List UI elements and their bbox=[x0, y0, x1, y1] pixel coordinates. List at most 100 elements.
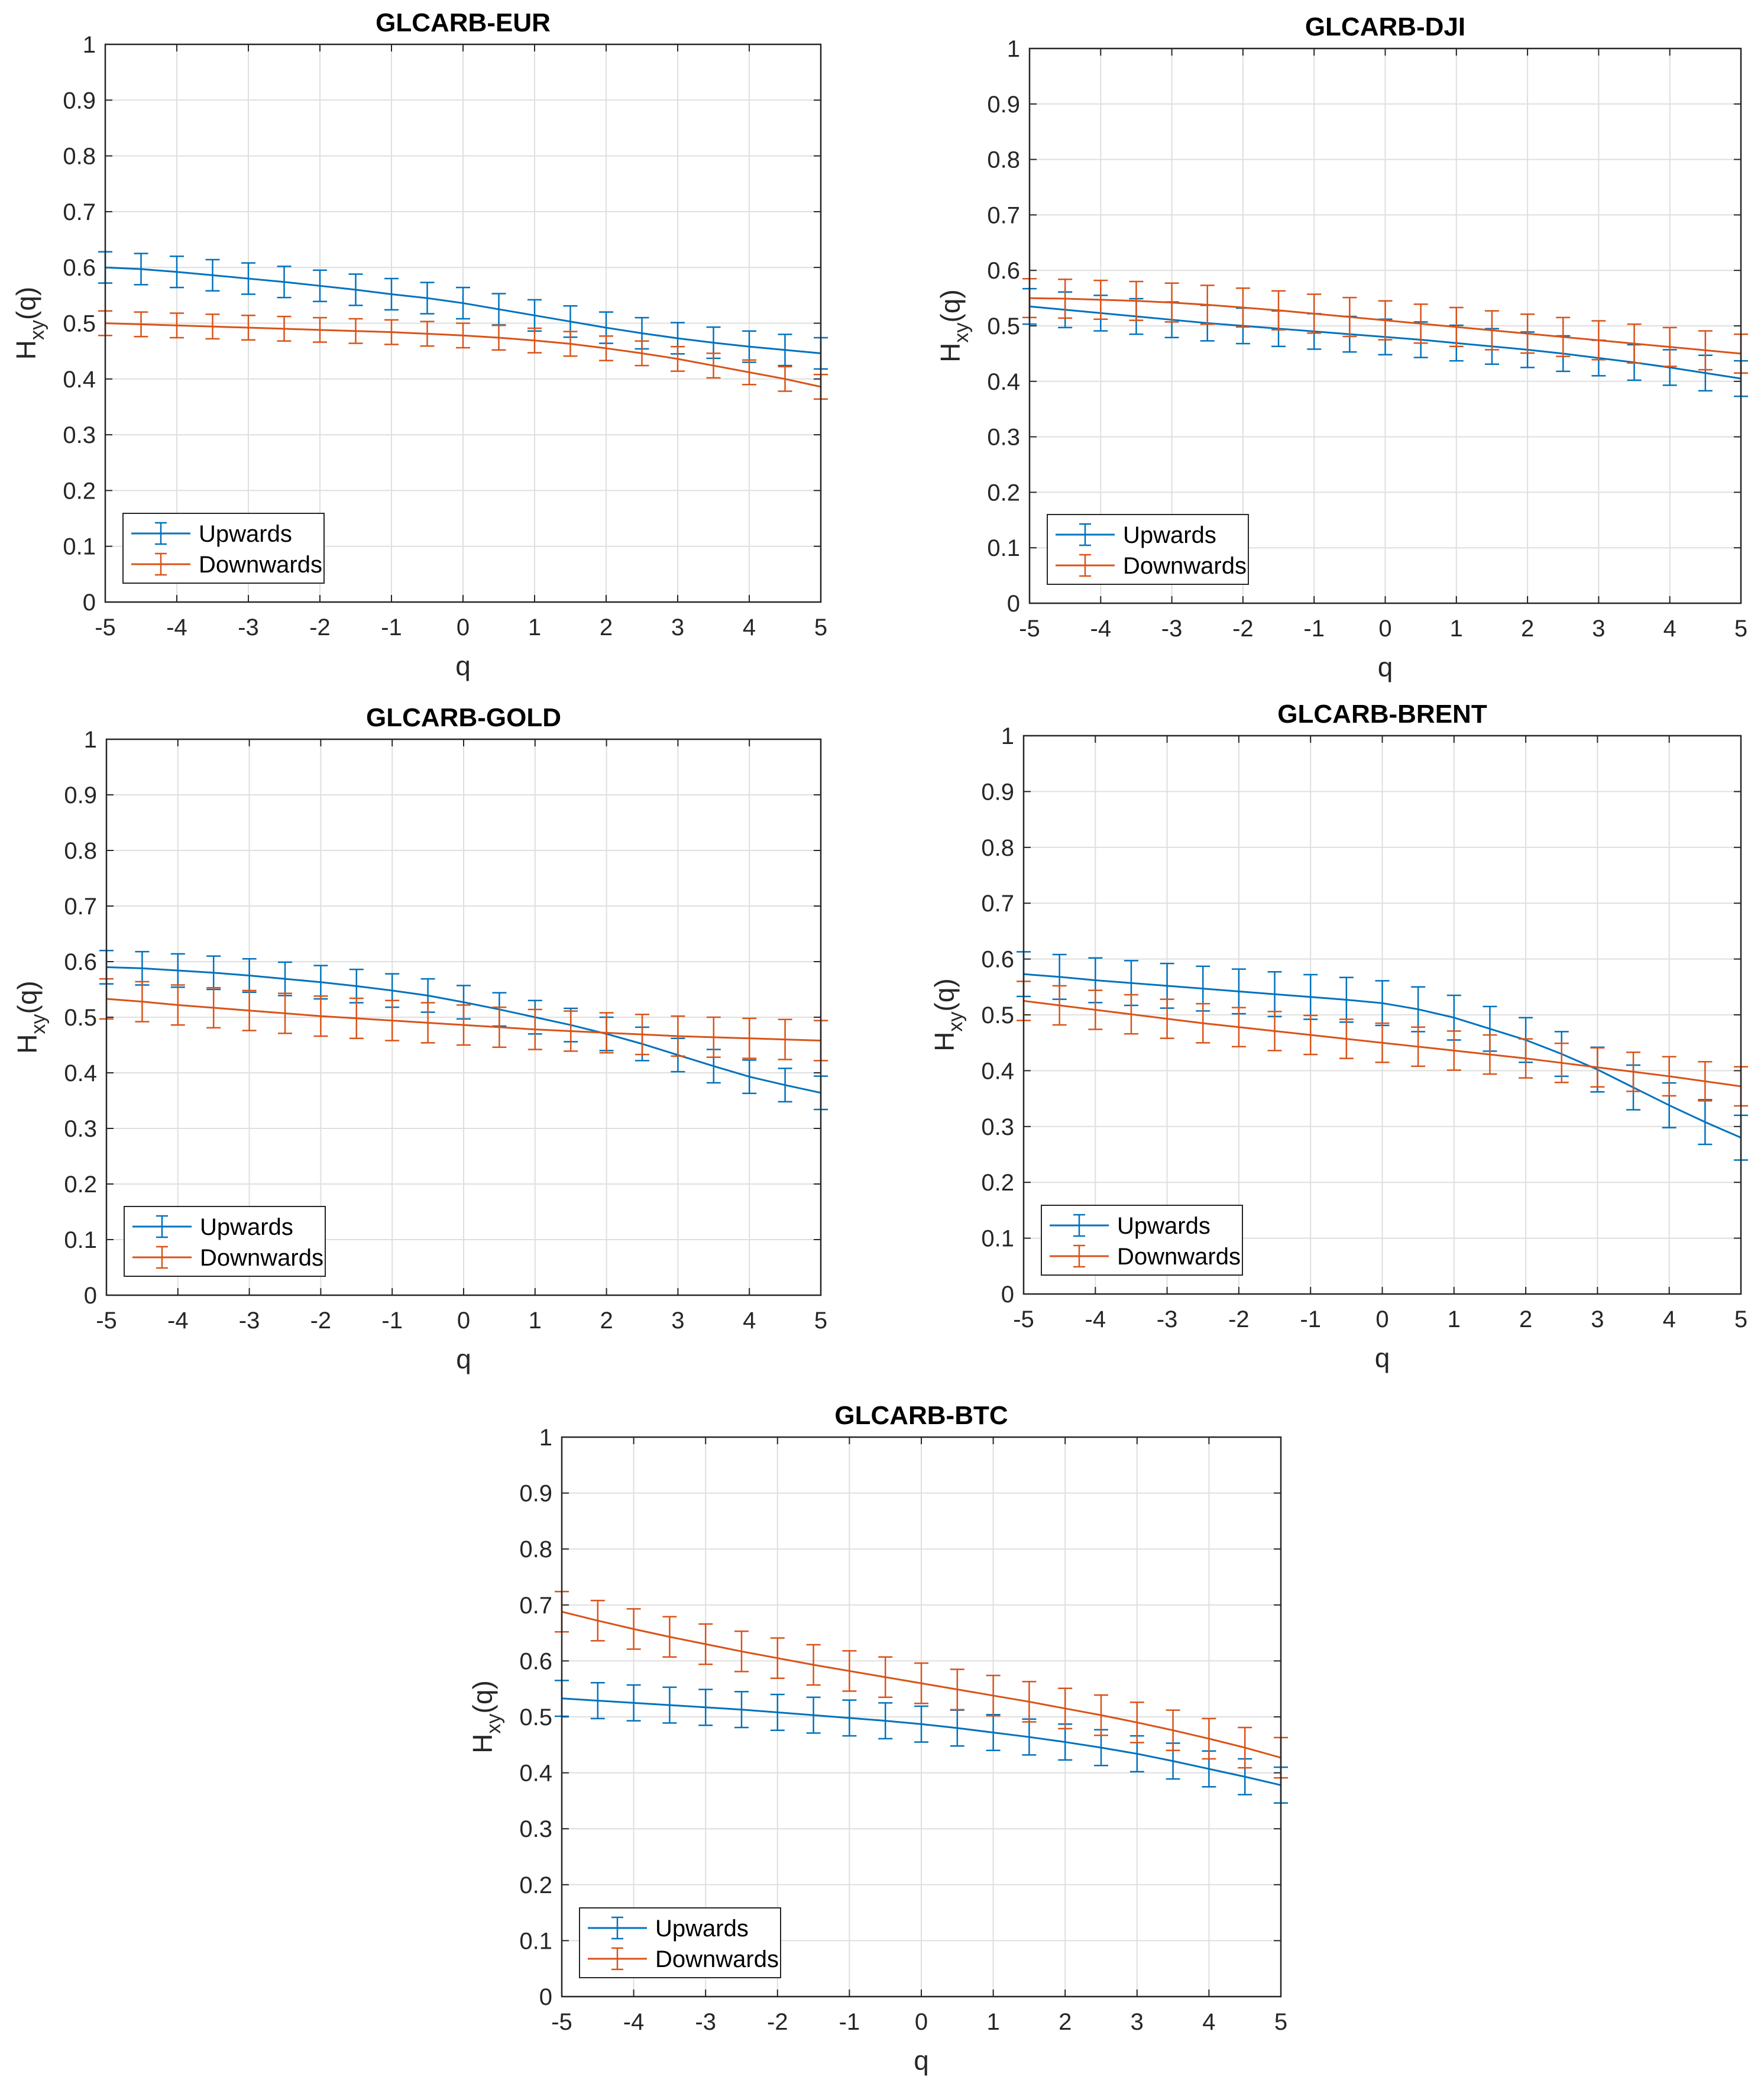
chart-panel-gold: -5 -4 -3 -2 -1 0 1 2 3 4 5 0 0.1 0.2 0.3 0.4 0.5 0.6 0.7 0.… bbox=[0, 692, 882, 1390]
x-tick-label: -3 bbox=[1157, 1306, 1178, 1332]
legend-item-upwards: Upwards bbox=[1050, 1213, 1210, 1239]
x-tick-label: 2 bbox=[1059, 2009, 1072, 2035]
y-tick-label: 0.5 bbox=[987, 313, 1020, 339]
x-tick-label: 0 bbox=[457, 614, 470, 640]
x-tick-label: -4 bbox=[623, 2009, 645, 2035]
x-tick-label: -2 bbox=[309, 614, 331, 640]
series-downwards bbox=[555, 1590, 1288, 1779]
y-tick-label: 0.4 bbox=[519, 1761, 552, 1787]
legend-item-upwards: Upwards bbox=[132, 1214, 293, 1240]
y-axis-label: Hxy(q) bbox=[11, 287, 48, 360]
chart-eur: -5 -4 -3 -2 -1 0 1 2 3 4 5 0 0.1 0.2 0.3 0.4 0.5 0.6 0.7 0.… bbox=[11, 8, 828, 681]
chart-panel-eur: -5 -4 -3 -2 -1 0 1 2 3 4 5 0 0.1 0.2 0.3 0.4 0.5 0.6 0.7 0.… bbox=[0, 0, 882, 692]
y-tick-label: 0 bbox=[1007, 591, 1020, 617]
legend-item-upwards: Upwards bbox=[1056, 522, 1216, 548]
axes-frame bbox=[104, 43, 822, 603]
y-tick-label: 0.3 bbox=[987, 425, 1020, 451]
y-tick-label: 0.8 bbox=[981, 835, 1014, 861]
x-tick-label: -2 bbox=[310, 1308, 332, 1334]
chart-panel-brent: -5 -4 -3 -2 -1 0 1 2 3 4 5 0 0.1 0.2 0.3 0.4 0.5 0.6 0.7 0.… bbox=[882, 692, 1764, 1390]
axes-frame bbox=[561, 1436, 1282, 1998]
series-line-upwards bbox=[105, 266, 821, 354]
y-tick-label: 0.3 bbox=[981, 1114, 1014, 1140]
series-downwards bbox=[99, 978, 828, 1062]
y-tick-label: 0.4 bbox=[987, 369, 1020, 395]
legend-item-downwards: Downwards bbox=[131, 552, 322, 578]
y-tick-label: 0.7 bbox=[981, 891, 1014, 917]
x-tick-label: 0 bbox=[1375, 1306, 1388, 1332]
y-tick-label: 0.2 bbox=[64, 1172, 97, 1198]
chart-panel-btc: -5 -4 -3 -2 -1 0 1 2 3 4 5 0 0.1 0.2 0.3 0.4 0.5 0.6 0.7 0.… bbox=[461, 1396, 1301, 2093]
x-tick-label: 5 bbox=[1734, 616, 1747, 642]
x-tick-label: -5 bbox=[1019, 616, 1040, 642]
legend-label: Downwards bbox=[1123, 553, 1247, 579]
y-tick-label: 0 bbox=[84, 1283, 97, 1309]
y-tick-label: 0.5 bbox=[64, 1005, 97, 1031]
y-axis-label: Hxy(q) bbox=[935, 289, 973, 362]
y-tick-label: 0.7 bbox=[63, 199, 96, 225]
y-tick-label: 0.1 bbox=[63, 534, 96, 560]
x-tick-label: 5 bbox=[814, 614, 827, 640]
y-tick-label: 0.6 bbox=[63, 255, 96, 281]
x-axis-label: q bbox=[914, 2045, 929, 2076]
series-line-downwards bbox=[105, 322, 821, 388]
y-tick-label: 0.3 bbox=[519, 1816, 552, 1842]
legend-label: Downwards bbox=[200, 1245, 323, 1271]
y-tick-label: 0.2 bbox=[519, 1872, 552, 1898]
legend-label: Downwards bbox=[199, 552, 322, 578]
y-tick-label: 0.9 bbox=[981, 779, 1014, 805]
x-tick-label: -3 bbox=[1161, 616, 1183, 642]
y-tick-label: 0.4 bbox=[63, 367, 96, 393]
y-tick-label: 0.5 bbox=[519, 1704, 552, 1730]
x-tick-label: -5 bbox=[96, 1308, 117, 1334]
y-tick-label: 0.3 bbox=[63, 422, 96, 448]
series-line-upwards bbox=[106, 966, 821, 1094]
chart-btc: -5 -4 -3 -2 -1 0 1 2 3 4 5 0 0.1 0.2 0.3 0.4 0.5 0.6 0.7 0.… bbox=[467, 1401, 1288, 2076]
x-tick-label: -1 bbox=[1300, 1306, 1321, 1332]
x-tick-label: 1 bbox=[986, 2009, 999, 2035]
chart-panel-dji: -5 -4 -3 -2 -1 0 1 2 3 4 5 0 0.1 0.2 0.3 0.4 0.5 0.6 0.7 0.… bbox=[882, 0, 1764, 692]
x-tick-label: 0 bbox=[915, 2009, 928, 2035]
y-tick-label: 1 bbox=[84, 727, 97, 753]
y-tick-label: 0.5 bbox=[63, 311, 96, 337]
legend: Upwards Downwards bbox=[1041, 1205, 1243, 1276]
y-tick-label: 1 bbox=[1001, 723, 1014, 749]
y-tick-label: 0.7 bbox=[519, 1593, 552, 1619]
y-tick-label: 0.4 bbox=[64, 1060, 97, 1086]
y-tick-label: 1 bbox=[1007, 36, 1020, 62]
x-tick-label: -5 bbox=[1013, 1306, 1034, 1332]
x-tick-label: 3 bbox=[1131, 2009, 1144, 2035]
x-tick-label: 2 bbox=[1521, 616, 1534, 642]
y-tick-label: 0.6 bbox=[981, 947, 1014, 973]
axes-frame bbox=[105, 738, 822, 1296]
y-tick-label: 0.9 bbox=[64, 782, 97, 808]
x-tick-label: 1 bbox=[1448, 1306, 1461, 1332]
x-axis-label: q bbox=[455, 651, 471, 681]
x-tick-label: 4 bbox=[1663, 1306, 1676, 1332]
y-axis-label: Hxy(q) bbox=[467, 1680, 505, 1753]
x-tick-label: -4 bbox=[1090, 616, 1112, 642]
y-tick-label: 0.8 bbox=[519, 1536, 552, 1563]
y-tick-label: 0.1 bbox=[519, 1928, 552, 1954]
y-tick-label: 0.8 bbox=[987, 147, 1020, 173]
chart-title: GLCARB-BTC bbox=[834, 1401, 1008, 1430]
legend-label: Upwards bbox=[1123, 522, 1216, 548]
x-tick-label: -1 bbox=[381, 614, 402, 640]
y-tick-label: 0.6 bbox=[64, 949, 97, 975]
y-tick-label: 0.9 bbox=[519, 1481, 552, 1507]
x-tick-label: 4 bbox=[743, 614, 756, 640]
y-tick-label: 0.1 bbox=[987, 535, 1020, 561]
x-axis-label: q bbox=[1375, 1343, 1390, 1373]
x-tick-label: -3 bbox=[238, 614, 259, 640]
chart-title: GLCARB-DJI bbox=[1305, 12, 1465, 41]
y-tick-label: 1 bbox=[539, 1425, 552, 1451]
x-tick-label: 1 bbox=[528, 614, 541, 640]
series-line-downwards bbox=[1029, 297, 1742, 355]
legend-item-downwards: Downwards bbox=[1056, 553, 1247, 579]
legend-label: Upwards bbox=[199, 521, 292, 547]
x-tick-label: -2 bbox=[767, 2009, 788, 2035]
x-tick-label: 5 bbox=[1734, 1306, 1747, 1332]
y-tick-label: 0 bbox=[1001, 1282, 1014, 1308]
series-line-downwards bbox=[561, 1610, 1281, 1759]
y-tick-label: 0.9 bbox=[987, 92, 1020, 118]
